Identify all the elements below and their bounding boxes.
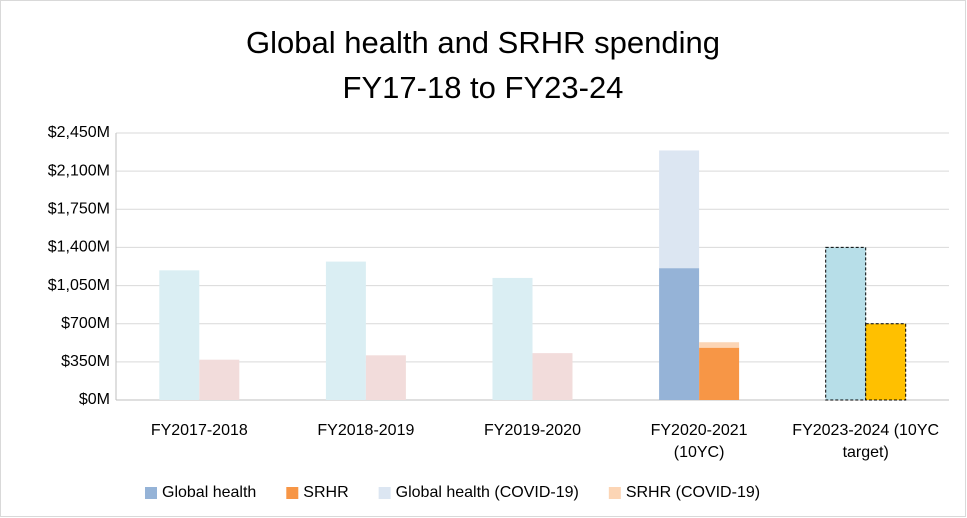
- bar: [532, 353, 573, 400]
- x-tick-label: FY2020-2021 (10YC): [650, 422, 748, 461]
- x-tick-label: FY2018-2019: [317, 422, 415, 439]
- bar: [365, 355, 406, 400]
- bar: [659, 268, 700, 400]
- bar: [825, 246, 867, 401]
- bar: [325, 261, 366, 400]
- bar: [865, 323, 907, 401]
- legend-swatch: [378, 487, 391, 499]
- x-tick-label: FY2023-2024 (10YC target): [792, 422, 940, 461]
- y-tick-label: $0M: [79, 391, 110, 408]
- x-tick-label: FY2019-2020: [484, 422, 581, 439]
- legend-label: SRHR: [303, 484, 348, 501]
- legend-swatch: [608, 487, 621, 499]
- legend-label: Global health: [162, 484, 256, 501]
- legend-swatch: [145, 487, 157, 499]
- y-tick-label: $700M: [61, 315, 110, 332]
- legend-label: Global health (COVID-19): [396, 484, 579, 501]
- y-tick-label: $2,450M: [48, 124, 110, 141]
- bar: [699, 342, 740, 348]
- y-tick-label: $1,050M: [48, 277, 110, 294]
- bar: [199, 359, 240, 400]
- y-tick-label: $1,750M: [48, 201, 110, 218]
- y-tick-label: $350M: [61, 353, 110, 370]
- bar: [699, 347, 740, 400]
- bar: [159, 270, 200, 400]
- bar: [492, 277, 533, 400]
- bar: [659, 150, 700, 269]
- x-tick-label: FY2017-2018: [150, 422, 248, 439]
- chart-subtitle: FY17-18 to FY23-24: [343, 70, 624, 105]
- y-tick-label: $2,100M: [48, 162, 110, 179]
- y-tick-label: $1,400M: [48, 239, 110, 256]
- legend-label: SRHR (COVID-19): [626, 484, 760, 501]
- legend-swatch: [286, 487, 299, 499]
- chart-title: Global health and SRHR spending: [246, 25, 720, 60]
